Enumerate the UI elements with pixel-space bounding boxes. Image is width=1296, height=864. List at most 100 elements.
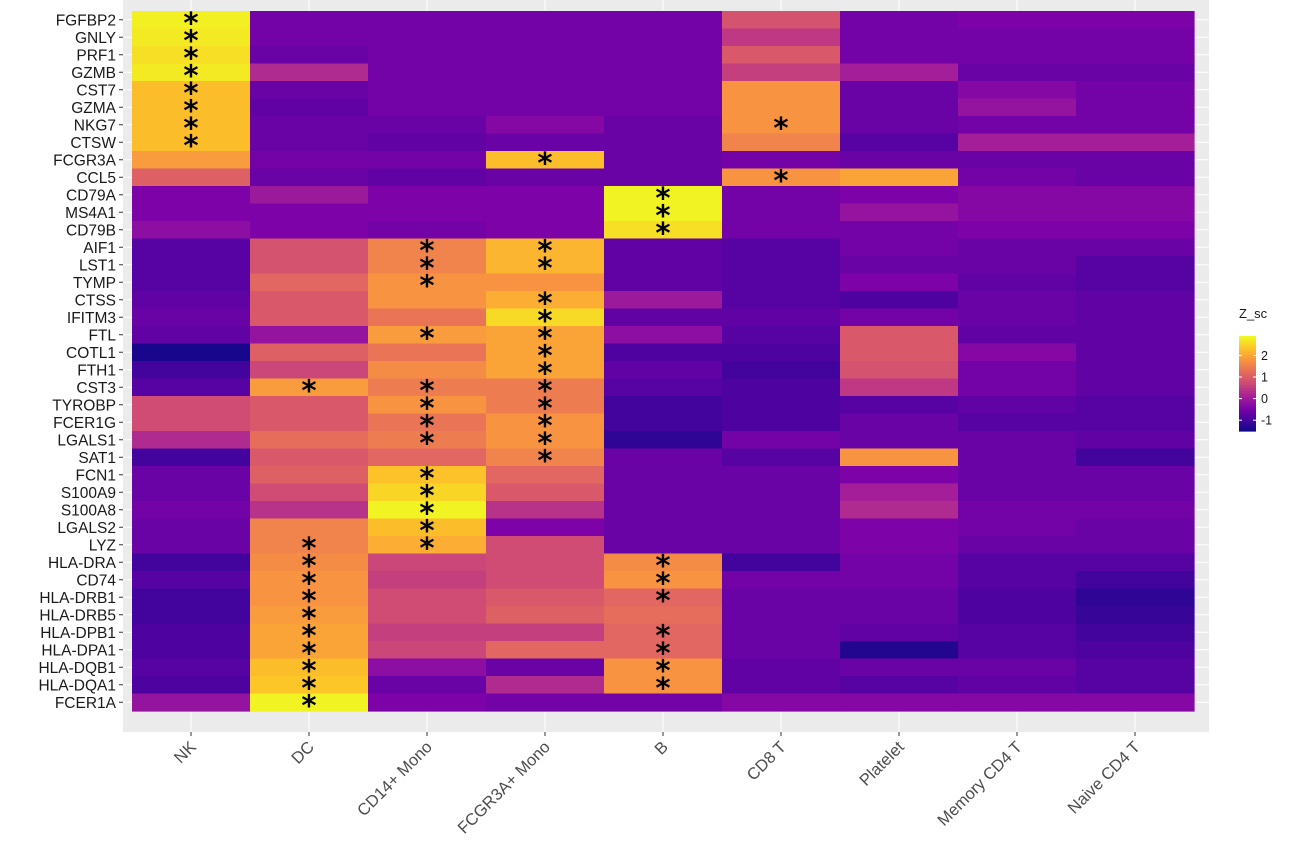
heatmap-cell — [368, 483, 487, 502]
heatmap-cell — [840, 238, 959, 257]
x-tick-label: Naive CD4 T — [1065, 738, 1144, 817]
heatmap-cell — [840, 186, 959, 205]
legend-gradient-step — [1239, 362, 1256, 366]
heatmap-cell — [958, 518, 1077, 537]
marker-layer: *************** ** ***** **** * ** ** ** *******… — [183, 6, 788, 723]
heatmap-cell — [840, 133, 959, 152]
y-tick-label: FCN1 — [76, 467, 116, 484]
significance-marker: * — [537, 286, 552, 320]
heatmap-cell — [132, 641, 251, 660]
heatmap-cell — [722, 308, 841, 327]
heatmap-cell — [958, 238, 1077, 257]
legend-gradient-step — [1239, 345, 1256, 348]
heatmap-cell — [250, 28, 369, 47]
significance-marker: * — [419, 373, 434, 407]
heatmap-cell — [840, 116, 959, 135]
heatmap-cell — [958, 658, 1077, 677]
significance-marker: * — [655, 216, 670, 250]
significance-marker: * — [301, 601, 316, 635]
heatmap-cell — [486, 483, 605, 502]
heatmap-cell — [722, 11, 841, 30]
heatmap-cell — [1076, 431, 1195, 450]
heatmap-cell — [722, 413, 841, 432]
legend-gradient-step — [1239, 366, 1256, 369]
heatmap-cell — [604, 588, 723, 607]
significance-marker: * — [183, 6, 198, 40]
significance-marker: * — [183, 41, 198, 75]
legend-gradient-step — [1239, 374, 1256, 377]
heatmap-cell — [132, 46, 251, 65]
x-tick-label: CD14+ Mono — [354, 738, 436, 820]
heatmap-cell — [958, 571, 1077, 590]
heatmap-cell — [1076, 501, 1195, 520]
heatmap-cell — [250, 11, 369, 30]
heatmap-cell — [840, 98, 959, 117]
heatmap-cell — [840, 63, 959, 82]
significance-marker: * — [301, 531, 316, 565]
heatmap-cell — [368, 291, 487, 310]
heatmap-cell — [486, 98, 605, 117]
heatmap-cell — [604, 396, 723, 415]
y-tick-label: CD74 — [76, 572, 116, 589]
heatmap-cell — [250, 361, 369, 380]
heatmap-cell — [486, 413, 605, 432]
significance-marker: * — [655, 583, 670, 617]
heatmap-cell — [368, 221, 487, 240]
heatmap-cell — [722, 518, 841, 537]
heatmap-cell — [132, 63, 251, 82]
heatmap-cell — [722, 501, 841, 520]
heatmap-cell — [132, 606, 251, 625]
cell-layer — [132, 11, 1195, 712]
heatmap-cell — [722, 536, 841, 555]
heatmap-cell — [840, 501, 959, 520]
legend-gradient-step — [1239, 421, 1256, 424]
heatmap-cell — [1076, 11, 1195, 30]
x-tick-label: Platelet — [856, 738, 908, 790]
heatmap-cell — [722, 378, 841, 397]
significance-marker: * — [537, 233, 552, 267]
heatmap-cell — [1076, 623, 1195, 642]
legend-gradient-step — [1239, 399, 1256, 402]
heatmap-cell — [250, 378, 369, 397]
legend-gradient-step — [1239, 336, 1256, 339]
heatmap-cell — [368, 378, 487, 397]
heatmap-cell — [486, 133, 605, 152]
heatmap-cell — [1076, 326, 1195, 345]
heatmap-cell — [604, 553, 723, 572]
significance-marker: * — [419, 461, 434, 495]
heatmap-cell — [1076, 536, 1195, 555]
legend-gradient-step — [1239, 359, 1256, 362]
heatmap-cell — [1076, 343, 1195, 362]
heatmap-cell — [604, 168, 723, 187]
heatmap-cell — [840, 326, 959, 345]
heatmap-cell — [604, 606, 723, 625]
y-tick-label: FCER1A — [55, 695, 117, 712]
legend-gradient-step — [1239, 356, 1256, 359]
heatmap-cell — [132, 588, 251, 607]
heatmap-cell — [1076, 186, 1195, 205]
heatmap-cell — [722, 221, 841, 240]
heatmap-cell — [250, 256, 369, 275]
heatmap-cell — [840, 378, 959, 397]
heatmap-cell — [840, 308, 959, 327]
heatmap-cell — [840, 221, 959, 240]
heatmap-cell — [722, 63, 841, 82]
heatmap-cell — [840, 361, 959, 380]
heatmap-cell — [368, 658, 487, 677]
significance-marker: * — [183, 76, 198, 110]
significance-marker: * — [537, 251, 552, 285]
y-tick-label: FTL — [88, 327, 116, 344]
heatmap-cell — [132, 343, 251, 362]
heatmap-cell — [958, 536, 1077, 555]
heatmap-cell — [132, 676, 251, 695]
heatmap-cell — [486, 308, 605, 327]
heatmap-cell — [368, 606, 487, 625]
heatmap-cell — [1076, 676, 1195, 695]
heatmap-cell — [486, 588, 605, 607]
heatmap-cell — [486, 378, 605, 397]
heatmap-cell — [368, 413, 487, 432]
heatmap-cell — [486, 116, 605, 135]
y-tick-label: FCER1G — [53, 415, 116, 432]
significance-marker: * — [183, 58, 198, 92]
